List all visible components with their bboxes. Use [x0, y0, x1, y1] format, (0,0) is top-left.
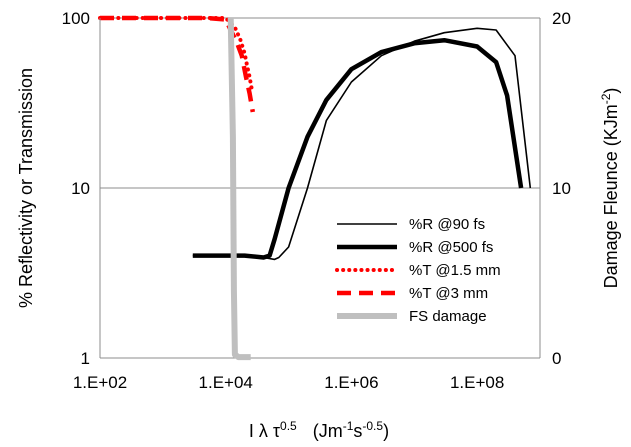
x-axis-label-units-mid: s: [353, 421, 362, 441]
legend-label-0: %R @90 fs: [409, 216, 485, 233]
x-axis-label: I λ τ0.5 (Jm-1s-0.5): [249, 419, 389, 441]
tick-labels: 1.E+02 1.E+04 1.E+06 1.E+08 1 10 100 0 10 20: [62, 9, 571, 392]
x-tick-label-3: 1.E+08: [450, 373, 504, 392]
gridlines: [100, 17, 540, 359]
series-line-1: [192, 37, 524, 260]
legend-label-2: %T @1.5 mm: [409, 262, 501, 279]
legend-label-3: %T @3 mm: [409, 285, 488, 302]
x-axis-label-units-sup2: -0.5: [362, 419, 383, 433]
series-line-2: [98, 16, 254, 92]
x-tick-label-1: 1.E+04: [199, 373, 253, 392]
series-line-3: [100, 15, 256, 113]
legend-label-4: FS damage: [409, 308, 487, 325]
y-tick-label-2: 100: [62, 9, 90, 28]
y2-tick-label-2: 20: [552, 9, 571, 28]
x-axis-label-units-end: ): [383, 421, 389, 441]
y2-axis-label-end: ): [601, 88, 621, 94]
legend-label-1: %R @500 fs: [409, 239, 493, 256]
x-axis-label-units-sup1: -1: [343, 419, 354, 433]
x-axis-label-main: I λ τ: [249, 421, 280, 441]
x-tick-label-2: 1.E+06: [324, 373, 378, 392]
y2-tick-label-1: 10: [552, 179, 571, 198]
y-tick-label-0: 1: [81, 349, 90, 368]
series-line-0: [192, 27, 532, 261]
axes: [99, 18, 541, 358]
y2-axis-label-sup: -2: [599, 93, 613, 104]
y2-axis-label-main: Damage Fleunce (KJm: [601, 104, 621, 288]
series-line-4: [227, 17, 251, 361]
x-tick-label-0: 1.E+02: [73, 373, 127, 392]
y2-tick-label-0: 0: [552, 349, 561, 368]
y-axis-label: % Reflectivity or Transmission: [16, 68, 36, 308]
series-lines: [98, 15, 532, 361]
x-axis-label-units: (Jm: [313, 421, 343, 441]
y-tick-label-1: 10: [71, 179, 90, 198]
legend: %R @90 fs %R @500 fs %T @1.5 mm %T @3 mm FS …: [335, 216, 501, 325]
x-axis-label-sup: 0.5: [280, 419, 297, 433]
y2-axis-label: Damage Fleunce (KJm-2): [599, 88, 621, 289]
